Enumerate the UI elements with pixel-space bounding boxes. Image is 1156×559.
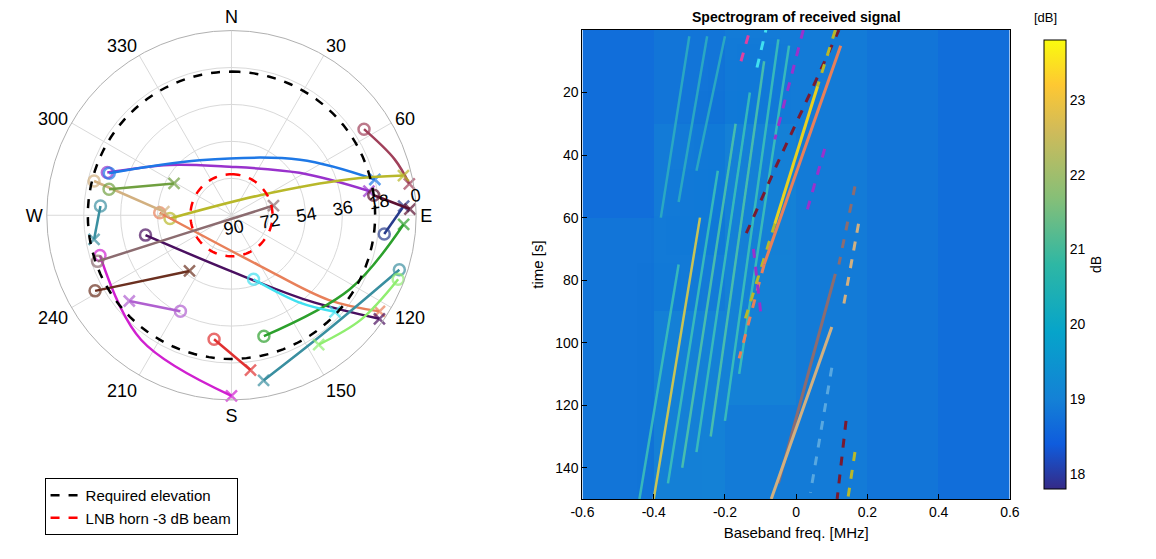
- svg-text:20: 20: [563, 84, 579, 100]
- svg-text:0.4: 0.4: [929, 504, 949, 520]
- svg-text:36: 36: [331, 197, 354, 220]
- svg-text:140: 140: [555, 460, 579, 476]
- svg-text:18: 18: [368, 190, 391, 213]
- svg-text:22: 22: [1070, 167, 1086, 183]
- svg-text:19: 19: [1070, 391, 1086, 407]
- svg-text:120: 120: [555, 397, 579, 413]
- svg-text:dB: dB: [1088, 256, 1104, 273]
- svg-text:60: 60: [395, 109, 415, 129]
- svg-text:21: 21: [1070, 241, 1086, 257]
- svg-text:LNB horn -3 dB beam: LNB horn -3 dB beam: [86, 509, 231, 526]
- svg-text:80: 80: [563, 272, 579, 288]
- svg-text:18: 18: [1070, 466, 1086, 482]
- svg-text:Baseband freq. [MHz]: Baseband freq. [MHz]: [724, 524, 869, 541]
- svg-text:-0.2: -0.2: [713, 504, 737, 520]
- svg-text:time [s]: time [s]: [529, 240, 546, 288]
- svg-text:120: 120: [395, 308, 425, 328]
- svg-text:40: 40: [563, 147, 579, 163]
- svg-text:N: N: [225, 7, 238, 27]
- svg-text:23: 23: [1070, 92, 1086, 108]
- svg-text:0: 0: [792, 504, 800, 520]
- svg-text:54: 54: [295, 203, 318, 226]
- svg-text:[dB]: [dB]: [1034, 10, 1057, 25]
- svg-text:100: 100: [555, 335, 579, 351]
- svg-text:E: E: [420, 206, 432, 226]
- svg-text:-0.6: -0.6: [570, 504, 594, 520]
- svg-text:240: 240: [38, 308, 68, 328]
- svg-text:150: 150: [326, 381, 356, 401]
- svg-text:W: W: [26, 206, 43, 226]
- svg-text:0.2: 0.2: [858, 504, 878, 520]
- svg-text:Spectrogram of received signal: Spectrogram of received signal: [692, 9, 901, 25]
- svg-text:0: 0: [409, 185, 422, 206]
- svg-text:330: 330: [107, 36, 137, 56]
- svg-text:S: S: [225, 406, 237, 426]
- svg-text:60: 60: [563, 210, 579, 226]
- svg-text:20: 20: [1070, 316, 1086, 332]
- svg-text:30: 30: [326, 36, 346, 56]
- svg-text:300: 300: [38, 109, 68, 129]
- svg-text:72: 72: [258, 210, 281, 233]
- svg-text:-0.4: -0.4: [642, 504, 666, 520]
- svg-text:210: 210: [107, 381, 137, 401]
- svg-text:90: 90: [222, 216, 245, 239]
- svg-text:0.6: 0.6: [1000, 504, 1020, 520]
- svg-text:Required elevation: Required elevation: [86, 487, 211, 504]
